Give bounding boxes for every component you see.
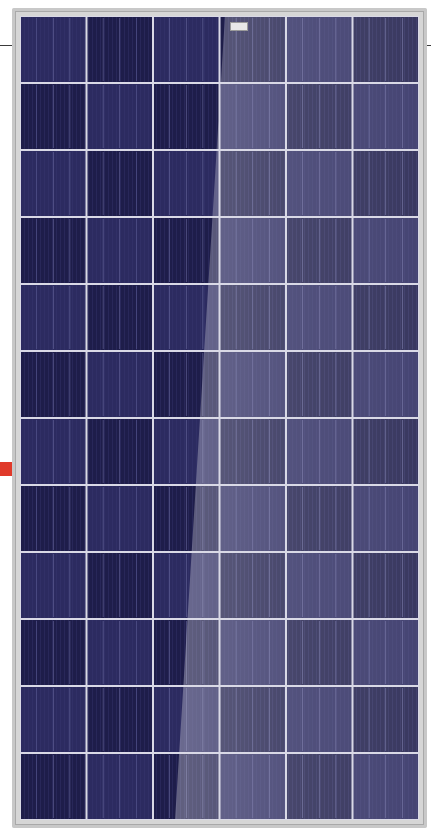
left-guide-line xyxy=(0,45,14,46)
right-guide-line xyxy=(427,45,431,46)
solar-panel-graphic xyxy=(20,16,419,820)
solar-panel-cells xyxy=(20,16,419,820)
solar-panel-frame xyxy=(12,8,427,828)
junction-label xyxy=(230,22,248,31)
red-marker xyxy=(0,462,12,476)
cell-grid-lines xyxy=(20,16,419,820)
